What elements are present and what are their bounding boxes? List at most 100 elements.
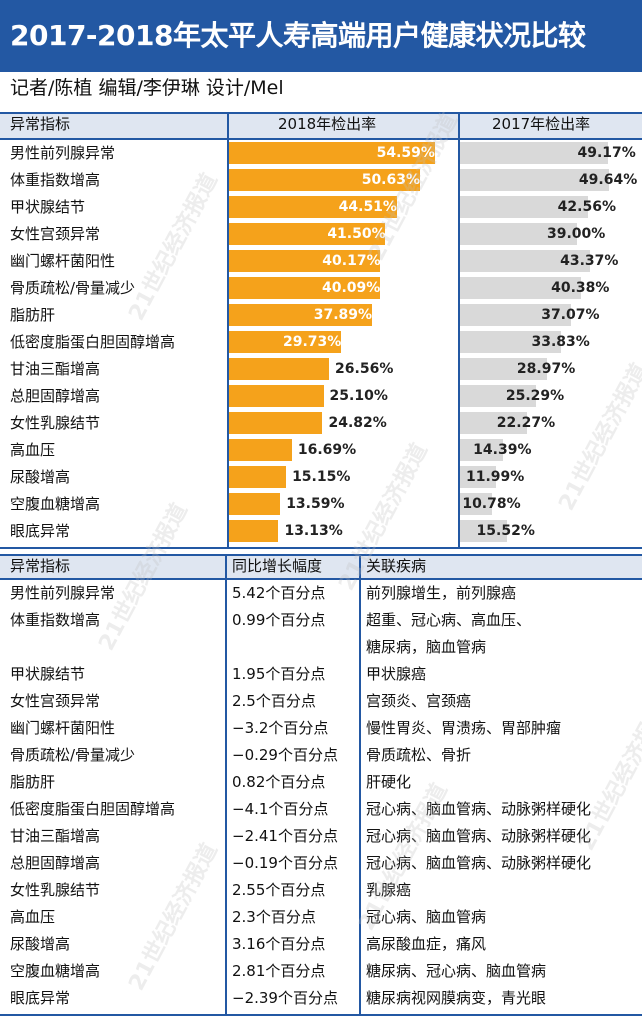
row-disease: 糖尿病视网膜病变，青光眼 [366, 989, 547, 1007]
row-disease: 甲状腺癌 [366, 665, 427, 683]
data-label-2017: 28.97% [516, 361, 576, 377]
row-indicator-label: 总胆固醇增高 [10, 387, 101, 405]
bar-2018 [229, 277, 380, 299]
bar-2017 [460, 412, 527, 434]
data-label-2017: 15.52% [476, 523, 535, 539]
bar-2017 [460, 439, 504, 461]
row-disease: 冠心病、脑血管病 [366, 908, 487, 926]
row-change: 2.81个百分点 [232, 962, 326, 980]
row-indicator-label: 空腹血糖增高 [10, 495, 101, 513]
page-title: 2017-2018年太平人寿高端用户健康状况比较 [10, 19, 586, 52]
bar-2018 [229, 331, 341, 353]
bar-2018 [229, 304, 372, 326]
data-label-2017: 39.00% [547, 226, 606, 242]
row-change: 2.5个百分点 [232, 692, 316, 710]
bar-2018 [229, 358, 330, 380]
row-indicator: 低密度脂蛋白胆固醇增高 [10, 800, 176, 818]
data-label-2017: 37.07% [541, 307, 600, 323]
detection-rate-chart: 异常指标 2018年检出率 2017年检出率 男性前列腺异常 54.59% 49.1… [0, 112, 642, 549]
row-change: 0.99个百分点 [232, 611, 326, 629]
table-rule [0, 547, 642, 549]
data-label-2017: 43.37% [560, 253, 619, 269]
data-label-2018: 37.89% [313, 307, 373, 323]
bar-2018 [229, 493, 281, 515]
data-label-2018: 50.63% [361, 172, 421, 188]
byline: 记者/陈植 编辑/李伊琳 设计/Mel [10, 77, 284, 99]
data-label-2017: 42.56% [557, 199, 616, 215]
row-indicator-label: 眼底异常 [10, 522, 71, 540]
data-label-2018: 15.15% [292, 469, 351, 485]
table-rule [0, 554, 642, 556]
header-change: 同比增长幅度 [232, 557, 323, 575]
data-label-2018: 13.13% [284, 523, 343, 539]
row-disease: 宫颈炎、宫颈癌 [366, 692, 472, 710]
row-change: 0.82个百分点 [232, 773, 326, 791]
header-2018-rate: 2018年检出率 [278, 115, 377, 133]
row-change: −0.29个百分点 [232, 746, 338, 764]
row-change: −2.39个百分点 [232, 989, 338, 1007]
data-label-2018: 44.51% [338, 199, 397, 215]
data-label-2018: 13.59% [286, 496, 345, 512]
row-disease: 冠心病、脑血管病、动脉粥样硬化 [366, 854, 592, 872]
data-label-2018: 25.10% [329, 388, 388, 404]
data-label-2018: 29.73% [282, 334, 342, 350]
bar-2018 [229, 439, 292, 461]
row-indicator: 眼底异常 [10, 989, 71, 1007]
row-indicator-label: 尿酸增高 [10, 468, 71, 486]
row-indicator: 骨质疏松/骨量减少 [10, 746, 136, 764]
row-change: 1.95个百分点 [232, 665, 326, 683]
row-indicator-label: 女性宫颈异常 [10, 225, 101, 243]
table-rule [0, 138, 642, 140]
row-disease: 冠心病、脑血管病、动脉粥样硬化 [366, 827, 592, 845]
data-label-2018: 24.82% [328, 415, 387, 431]
row-change: 2.55个百分点 [232, 881, 326, 899]
bar-2018 [229, 250, 381, 272]
row-change: 3.16个百分点 [232, 935, 326, 953]
data-label-2018: 40.17% [322, 253, 381, 269]
column-divider [225, 554, 227, 1016]
row-indicator-label: 低密度脂蛋白胆固醇增高 [10, 333, 176, 351]
bar-2017 [460, 142, 608, 164]
row-change: −4.1个百分点 [232, 800, 329, 818]
row-indicator-label: 甲状腺结节 [10, 198, 86, 216]
row-indicator-label: 体重指数增高 [10, 171, 101, 189]
row-indicator: 脂肪肝 [10, 773, 56, 791]
data-label-2018: 16.69% [297, 442, 357, 458]
bar-2018 [229, 223, 386, 245]
bar-2017 [460, 466, 496, 488]
row-indicator-label: 男性前列腺异常 [10, 144, 116, 162]
bar-2017 [460, 304, 572, 326]
chart-header-row: 异常指标 2018年检出率 2017年检出率 [0, 112, 642, 138]
row-indicator-label: 甘油三酯增高 [10, 360, 101, 378]
row-indicator: 女性宫颈异常 [10, 692, 101, 710]
bar-2017 [460, 493, 493, 515]
row-change: −0.19个百分点 [232, 854, 338, 872]
bar-2017 [460, 385, 536, 407]
data-label-2018: 40.09% [322, 280, 381, 296]
data-label-2017: 49.64% [578, 172, 638, 188]
row-indicator-label: 骨质疏松/骨量减少 [10, 279, 136, 297]
row-indicator: 甘油三酯增高 [10, 827, 101, 845]
column-divider [227, 112, 229, 549]
data-label-2017: 33.83% [531, 334, 590, 350]
bar-2017 [460, 520, 507, 542]
row-disease: 乳腺癌 [366, 881, 412, 899]
bar-2018 [229, 142, 435, 164]
row-disease: 慢性胃炎、胃溃疡、胃部肿瘤 [366, 719, 562, 737]
bar-2017 [460, 331, 562, 353]
table-rule [0, 578, 642, 580]
row-change: −3.2个百分点 [232, 719, 329, 737]
data-label-2017: 11.99% [465, 469, 525, 485]
row-indicator: 女性乳腺结节 [10, 881, 101, 899]
column-divider [359, 554, 361, 1016]
bar-2018 [229, 412, 323, 434]
bar-2018 [229, 466, 287, 488]
change-table: 异常指标 同比增长幅度 关联疾病 男性前列腺异常 5.42个百分点 前列腺增生，前列… [0, 554, 642, 1024]
bar-2017 [460, 358, 547, 380]
header-indicator: 异常指标 [10, 557, 71, 575]
header-disease: 关联疾病 [366, 557, 427, 575]
row-disease: 前列腺增生，前列腺癌 [366, 584, 517, 602]
header-bar: 2017-2018年太平人寿高端用户健康状况比较 [0, 0, 642, 72]
data-label-2017: 25.29% [505, 388, 565, 404]
bar-2017 [460, 250, 591, 272]
